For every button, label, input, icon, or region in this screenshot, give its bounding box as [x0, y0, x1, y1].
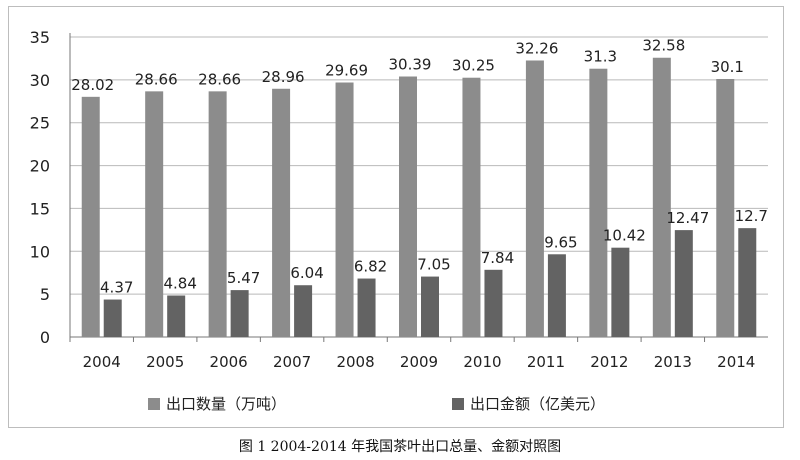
data-label: 30.25 [452, 57, 495, 75]
bar-series0-2010 [462, 77, 481, 337]
bar-series1-2004 [103, 299, 122, 337]
x-tick-label: 2007 [273, 353, 311, 371]
bar-series1-2011 [547, 254, 566, 337]
bar-series1-2014 [738, 228, 757, 337]
bar-series1-2005 [167, 295, 186, 337]
bar-series1-2009 [421, 276, 439, 337]
data-label: 10.42 [603, 227, 646, 245]
x-tick-label: 2006 [210, 353, 248, 371]
bar-series0-2014 [716, 79, 735, 337]
data-label: 30.1 [711, 58, 744, 76]
bar-series0-2005 [145, 91, 164, 337]
x-tick-label: 2005 [146, 353, 184, 371]
data-label: 28.02 [71, 76, 114, 94]
data-label: 28.66 [198, 70, 241, 88]
bar-series0-2009 [399, 76, 417, 337]
legend-swatch-value [452, 397, 464, 410]
x-tick-label: 2012 [590, 353, 628, 371]
legend-label-value: 出口金额（亿美元） [470, 395, 606, 413]
bar-series0-2006 [208, 91, 227, 337]
bar-series1-2013 [674, 230, 693, 337]
x-tick-label: 2014 [717, 353, 755, 371]
y-tick-label: 10 [30, 242, 50, 261]
data-label: 7.84 [481, 249, 514, 267]
bar-series1-2010 [484, 269, 503, 337]
y-tick-label: 30 [30, 71, 50, 90]
data-label: 12.7 [735, 207, 768, 225]
x-tick-label: 2004 [83, 353, 121, 371]
data-label: 6.82 [354, 258, 387, 276]
y-tick-label: 5 [40, 285, 50, 304]
x-tick-label: 2008 [336, 353, 374, 371]
bar-series1-2006 [230, 290, 249, 337]
bar-series0-2007 [272, 88, 291, 338]
data-label: 9.65 [544, 233, 577, 251]
bar-series1-2008 [357, 278, 376, 337]
data-label: 4.84 [163, 275, 196, 293]
data-label: 12.47 [666, 209, 709, 227]
x-tick-label: 2010 [463, 353, 501, 371]
bar-series0-2012 [589, 68, 608, 337]
bar-series1-2007 [294, 285, 313, 337]
data-label: 31.3 [584, 48, 617, 66]
bar-series0-2008 [335, 82, 354, 337]
legend-swatch-quantity [148, 397, 160, 410]
data-label: 4.37 [100, 279, 133, 297]
legend-item-value: 出口金额（亿美元） [452, 393, 605, 414]
data-label: 29.69 [325, 62, 368, 80]
x-tick-label: 2009 [400, 353, 438, 371]
x-tick-label: 2011 [527, 353, 565, 371]
data-label: 32.58 [642, 37, 685, 55]
data-label: 7.05 [417, 256, 450, 274]
data-label: 5.47 [227, 269, 260, 287]
bar-series0-2004 [81, 96, 100, 337]
data-label: 28.96 [262, 68, 305, 86]
bar-chart: 0 5 10 15 20 25 30 35 2004 2005 2006 2007 2008 2009 20… [30, 28, 768, 371]
x-tick-label: 2013 [654, 353, 692, 371]
y-tick-label: 0 [40, 328, 50, 347]
bar-series1-2012 [611, 247, 630, 337]
data-label: 32.26 [515, 39, 558, 57]
y-tick-label: 25 [30, 114, 50, 133]
bar-series0-2011 [525, 60, 544, 337]
y-tick-label: 20 [30, 157, 50, 176]
legend-item-quantity: 出口数量（万吨） [148, 393, 286, 414]
bar-series0-2013 [652, 57, 671, 337]
legend-label-quantity: 出口数量（万吨） [166, 395, 287, 413]
data-label: 6.04 [290, 264, 323, 282]
data-label: 30.39 [389, 56, 432, 74]
y-tick-label: 15 [30, 199, 50, 218]
y-tick-label: 35 [30, 28, 50, 47]
data-label: 28.66 [135, 70, 178, 88]
figure-caption: 图 1 2004-2014 年我国茶叶出口总量、金额对照图 [238, 439, 562, 455]
